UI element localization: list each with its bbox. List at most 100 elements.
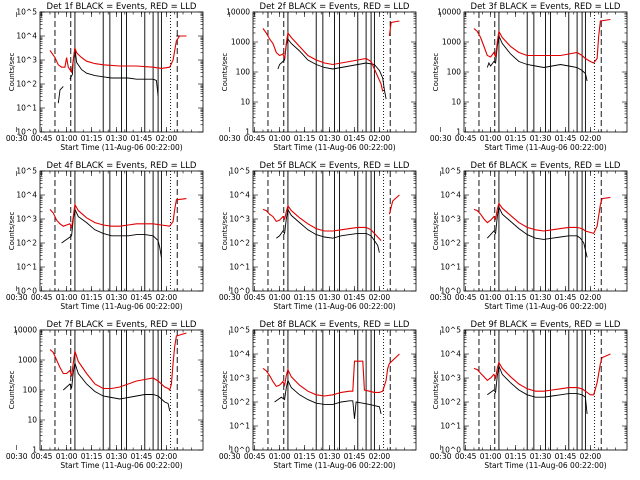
y-tick-label: 10^4 (16, 191, 37, 200)
y-tick-label: 1000 (442, 38, 461, 47)
chart-panel-5: Det 5f BLACK = Events, RED = LLD 10^0 10^1… (219, 161, 417, 311)
plot-frame (252, 170, 417, 292)
y-tick-label: 10^4 (229, 350, 250, 359)
x-tick-label: 01:00 (56, 293, 78, 302)
chart-panel-9: Det 9f BLACK = Events, RED = LLD 10^0 10^1… (430, 320, 628, 470)
x-tick-label: 01:00 (269, 452, 291, 461)
x-axis-label: Start Time (11-Aug-06 00:22:00) (273, 302, 395, 311)
chart-title: Det 1f BLACK = Events, RED = LLD (47, 2, 197, 12)
y-tick-label: 10^5 (229, 326, 250, 335)
y-tick-label: 10^1 (229, 263, 250, 272)
x-tick-label: 02:00 (369, 452, 391, 461)
x-tick-label: 02:00 (580, 134, 602, 143)
y-tick-label: 10^3 (229, 215, 250, 224)
y-tick-label: 10^3 (229, 374, 250, 383)
y-tick-label: 10^5 (440, 167, 461, 176)
series-events-line (62, 362, 171, 412)
x-tick-label: 01:00 (480, 452, 502, 461)
y-tick-label: 1000 (231, 38, 250, 47)
y-tick-label: 10^5 (229, 167, 250, 176)
y-tick-label: 10 (240, 98, 250, 107)
chart-panel-4: Det 4f BLACK = Events, RED = LLD 10^0 10^1… (6, 161, 204, 311)
y-tick-label: 1000 (18, 356, 37, 365)
y-tick-label: 10^1 (229, 422, 250, 431)
x-tick-label: 01:00 (269, 293, 291, 302)
x-tick-label: 01:15 (81, 293, 103, 302)
y-tick-label: 1 (456, 128, 461, 137)
y-tick-label: 10000 (13, 326, 37, 335)
chart-title: Det 9f BLACK = Events, RED = LLD (471, 320, 621, 330)
x-axis-label: Start Time (11-Aug-06 00:22:00) (484, 461, 606, 470)
chart-title: Det 6f BLACK = Events, RED = LLD (471, 161, 621, 171)
x-tick-label: 01:00 (480, 293, 502, 302)
y-tick-label: 10000 (437, 8, 461, 17)
plot-frame (39, 11, 204, 133)
x-tick-label: 02:00 (580, 293, 602, 302)
x-tick-label: 01:15 (294, 134, 316, 143)
x-tick-label: 00:45 (244, 452, 266, 461)
x-tick-label: 01:15 (505, 293, 527, 302)
x-tick-label: 00:30 (6, 293, 28, 302)
x-axis-label: Start Time (11-Aug-06 00:22:00) (273, 461, 395, 470)
x-tick-label: 01:15 (505, 134, 527, 143)
x-tick-label: 00:45 (31, 452, 53, 461)
x-tick-label: 00:30 (219, 452, 241, 461)
x-tick-label: 02:00 (369, 293, 391, 302)
y-tick-label: 10^3 (440, 215, 461, 224)
y-tick-label: 10 (451, 98, 461, 107)
y-tick-label: 10000 (226, 8, 250, 17)
y-tick-label: 10^2 (16, 239, 37, 248)
x-tick-label: 00:30 (430, 134, 452, 143)
series-lld-line (473, 18, 611, 64)
x-tick-label: 01:30 (106, 293, 128, 302)
y-tick-label: 10^4 (440, 191, 461, 200)
x-tick-label: 01:30 (530, 134, 552, 143)
x-tick-label: 01:30 (106, 134, 128, 143)
y-tick-label: 100 (23, 386, 38, 395)
x-tick-label: 01:45 (344, 293, 366, 302)
x-tick-label: 01:45 (344, 452, 366, 461)
y-tick-label: 10^1 (440, 422, 461, 431)
x-tick-label: 01:45 (555, 134, 577, 143)
series-lld-line (262, 194, 400, 241)
x-tick-label: 01:30 (319, 293, 341, 302)
y-tick-label: 10^2 (440, 239, 461, 248)
y-tick-label: 100 (236, 68, 251, 77)
y-tick-label: 10^1 (440, 263, 461, 272)
y-axis-label: Counts/sec (432, 371, 440, 410)
x-axis-label: Start Time (11-Aug-06 00:22:00) (484, 143, 606, 152)
chart-title: Det 2f BLACK = Events, RED = LLD (260, 2, 410, 12)
chart-panel-8: Det 8f BLACK = Events, RED = LLD 10^0 10^1… (219, 320, 417, 470)
y-tick-label: 1 (245, 128, 250, 137)
y-tick-label: 10^3 (16, 215, 37, 224)
chart-title: Det 4f BLACK = Events, RED = LLD (47, 161, 197, 171)
x-axis-label: Start Time (11-Aug-06 00:22:00) (60, 461, 182, 470)
x-tick-label: 01:30 (106, 452, 128, 461)
y-axis-label: Counts/sec (8, 212, 16, 251)
chart-title: Det 8f BLACK = Events, RED = LLD (260, 320, 410, 330)
series-events-line (277, 37, 387, 100)
y-tick-label: 100 (447, 68, 462, 77)
x-axis-label: Start Time (11-Aug-06 00:22:00) (60, 302, 182, 311)
x-tick-label: 01:00 (269, 134, 291, 143)
x-tick-label: 01:15 (505, 452, 527, 461)
x-tick-label: 01:15 (81, 452, 103, 461)
y-tick-label: 10^2 (229, 398, 250, 407)
y-tick-label: 10^0 (440, 446, 461, 455)
y-tick-label: 10^0 (229, 287, 250, 296)
x-tick-label: 02:00 (156, 452, 178, 461)
series-lld-line (49, 198, 187, 230)
y-tick-label: 10^4 (229, 191, 250, 200)
x-tick-label: 01:45 (131, 293, 153, 302)
x-tick-label: 01:30 (530, 452, 552, 461)
chart-panel-7: Det 7f BLACK = Events, RED = LLD 1 10 100 10… (6, 320, 204, 470)
y-axis-label: Counts/sec (432, 53, 440, 92)
chart-title: Det 3f BLACK = Events, RED = LLD (471, 2, 621, 12)
chart-panel-2: Det 2f BLACK = Events, RED = LLD 1 10 100 10… (219, 2, 417, 152)
x-tick-label: 00:45 (455, 452, 477, 461)
y-axis-label: Counts/sec (221, 53, 229, 92)
series-lld-line (49, 35, 187, 74)
series-events-line (274, 379, 382, 419)
y-axis-label: Counts/sec (221, 371, 229, 410)
